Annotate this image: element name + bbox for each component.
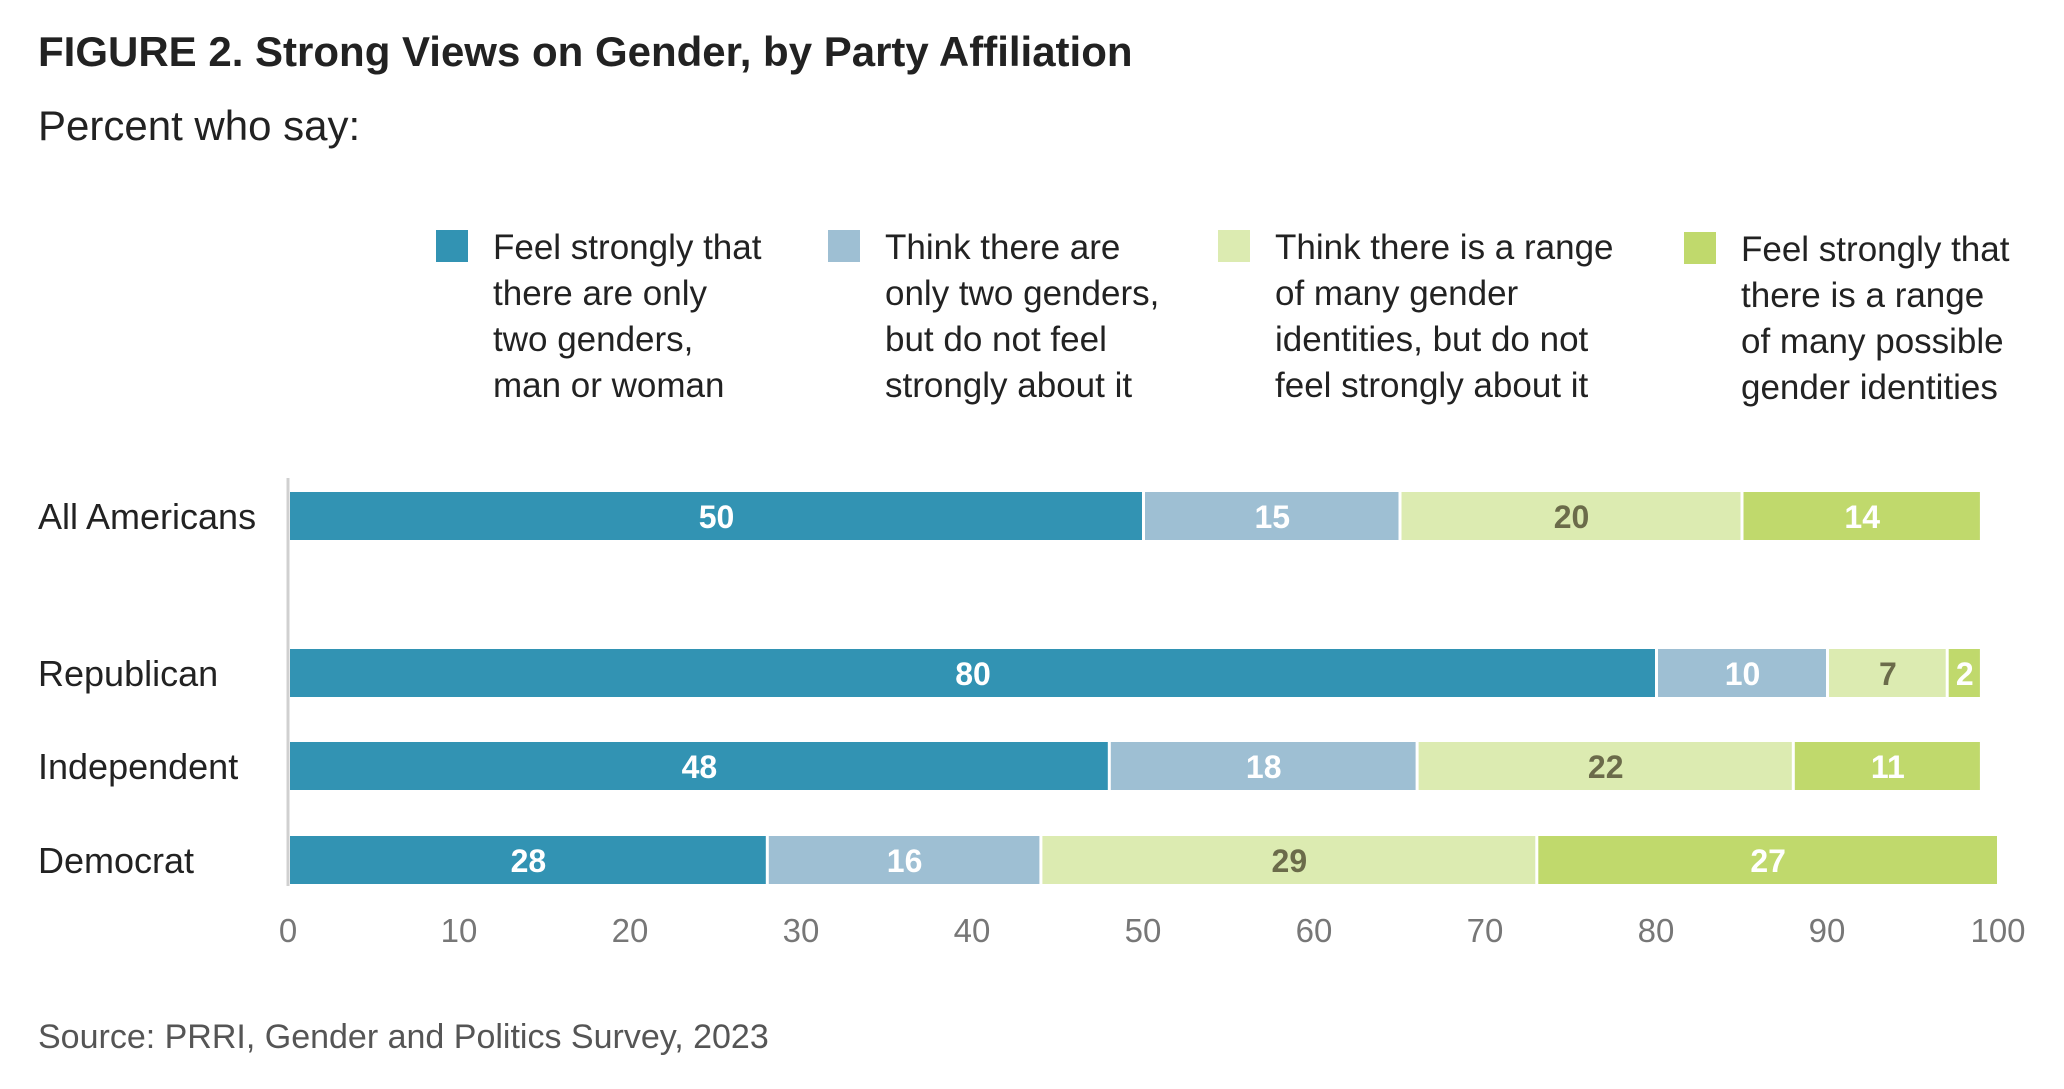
- bar-segment: [290, 742, 1108, 790]
- bar-segment: [1401, 492, 1741, 540]
- bar-segment: [1658, 649, 1826, 697]
- legend-label-line: identities, but do not: [1275, 320, 1589, 359]
- x-tick-label: 80: [1638, 912, 1675, 949]
- legend-item-1: Feel strongly that there are only two gend…: [436, 228, 762, 405]
- legend-label-line: Feel strongly that: [493, 228, 762, 267]
- legend-label-line: of many gender: [1275, 274, 1519, 313]
- legend-label-line: man or woman: [493, 366, 724, 405]
- bar-value-label: 14: [1844, 499, 1880, 535]
- x-tick-label: 100: [1970, 912, 2025, 949]
- legend-label-line: strongly about it: [885, 366, 1132, 405]
- stacked-bar-chart: Feel strongly that there are only two gend…: [38, 228, 2026, 949]
- bar-value-label: 15: [1254, 499, 1290, 535]
- legend-swatch: [436, 230, 468, 262]
- bar-segment: [768, 836, 1040, 884]
- category-labels: All Americans Republican Independent Democr…: [38, 496, 256, 881]
- bar-row: 48 18 22 11: [290, 742, 1980, 790]
- bar-value-label: 50: [699, 499, 735, 535]
- bar-value-label: 80: [955, 656, 991, 692]
- bar-segment: [290, 836, 766, 884]
- bar-value-label: 20: [1554, 499, 1590, 535]
- bars: 50 15 20 14 80 10 7 2 48 18 22 11 28 16 29 27: [290, 492, 1997, 884]
- bar-segment: [290, 649, 1655, 697]
- bar-value-label: 11: [1871, 749, 1905, 785]
- x-tick-label: 10: [441, 912, 478, 949]
- bar-row: 50 15 20 14: [290, 492, 1980, 540]
- x-tick-label: 40: [954, 912, 991, 949]
- legend-label-line: Think there is a range: [1275, 228, 1614, 267]
- bar-segment: [1418, 742, 1792, 790]
- bar-segment: [290, 492, 1142, 540]
- legend-label-line: but do not feel: [885, 320, 1107, 359]
- x-tick-label: 50: [1125, 912, 1162, 949]
- legend-swatch: [1684, 232, 1716, 264]
- x-tick-label: 0: [279, 912, 297, 949]
- bar-value-label: 29: [1272, 843, 1308, 879]
- category-label: Independent: [38, 746, 238, 787]
- legend-label-line: feel strongly about it: [1275, 366, 1589, 405]
- bar-value-label: 18: [1246, 749, 1282, 785]
- legend-item-4: Feel strongly that there is a range of man…: [1684, 230, 2010, 407]
- legend-swatch: [1218, 230, 1250, 262]
- x-tick-label: 30: [783, 912, 820, 949]
- legend-label-line: two genders,: [493, 320, 693, 359]
- bar-value-label: 10: [1725, 656, 1761, 692]
- bar-value-label: 22: [1588, 749, 1624, 785]
- category-label: Republican: [38, 653, 218, 694]
- bar-segment: [1948, 649, 1980, 697]
- x-tick-label: 70: [1467, 912, 1504, 949]
- source-note: Source: PRRI, Gender and Politics Survey…: [38, 1018, 769, 1056]
- bar-segment: [1042, 836, 1536, 884]
- legend-label-line: there are only: [493, 274, 708, 313]
- chart-title: FIGURE 2. Strong Views on Gender, by Par…: [38, 28, 1133, 75]
- x-axis-ticks: 0 10 20 30 40 50 60 70 80 90 100: [279, 912, 2026, 949]
- legend-label-line: there is a range: [1741, 276, 1984, 315]
- bar-row: 28 16 29 27: [290, 836, 1997, 884]
- x-tick-label: 90: [1809, 912, 1846, 949]
- bar-value-label: 48: [682, 749, 718, 785]
- bar-segment: [1538, 836, 1997, 884]
- legend-label-line: gender identities: [1741, 368, 1998, 407]
- bar-value-label: 28: [511, 843, 547, 879]
- chart-subtitle: Percent who say:: [38, 102, 361, 149]
- legend-swatch: [828, 230, 860, 262]
- legend-label-line: Feel strongly that: [1741, 230, 2010, 269]
- legend-label-line: only two genders,: [885, 274, 1159, 313]
- bar-value-label: 16: [887, 843, 923, 879]
- bar-segment: [1110, 742, 1416, 790]
- bar-segment: [1743, 492, 1980, 540]
- chart-legend: Feel strongly that there are only two gend…: [436, 228, 2010, 407]
- bar-value-label: 2: [1956, 656, 1974, 692]
- x-tick-label: 60: [1296, 912, 1333, 949]
- bar-segment: [1794, 742, 1980, 790]
- bar-segment: [1145, 492, 1399, 540]
- bar-segment: [1829, 649, 1946, 697]
- bar-value-label: 27: [1750, 843, 1786, 879]
- x-tick-label: 20: [612, 912, 649, 949]
- legend-item-2: Think there are only two genders, but do n…: [828, 228, 1159, 405]
- category-label: All Americans: [38, 496, 256, 537]
- bar-value-label: 7: [1879, 656, 1897, 692]
- legend-label-line: of many possible: [1741, 322, 2004, 361]
- category-label: Democrat: [38, 840, 194, 881]
- bar-row: 80 10 7 2: [290, 649, 1980, 697]
- legend-label-line: Think there are: [885, 228, 1120, 267]
- legend-item-3: Think there is a range of many gender iden…: [1218, 228, 1614, 405]
